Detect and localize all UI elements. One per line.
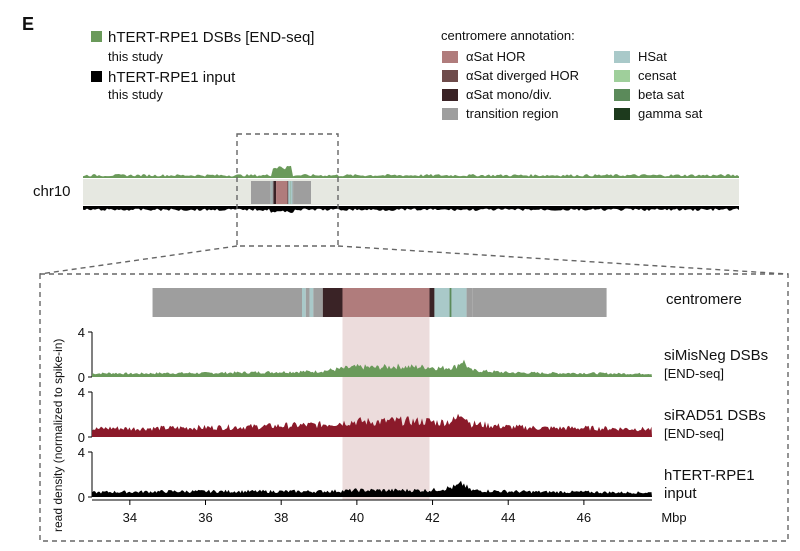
- overview-centromere-segment: [293, 181, 311, 204]
- overview-centromere-segment: [287, 181, 289, 204]
- annotation-swatch-sat-diverged-hor: [442, 70, 458, 82]
- centromere-segment-sat-mono-div: [322, 288, 343, 317]
- y-axis-label: read density (normalized to spike-in): [51, 339, 65, 532]
- centromere-segment-transition-region: [466, 288, 473, 317]
- centromere-segment-sat-hor: [342, 288, 430, 317]
- legend-label-dsbs: hTERT-RPE1 DSBs [END-seq]: [108, 29, 314, 46]
- x-tick-label: 38: [274, 510, 288, 525]
- x-tick-label: 46: [577, 510, 591, 525]
- track-label: hTERT-RPE1: [664, 467, 755, 484]
- track-area-sirad51-dsbs: [92, 413, 652, 437]
- annotation-swatch-gamma-sat: [614, 108, 630, 120]
- chromosome-overview: chr10: [33, 133, 739, 247]
- centromere-segment-hsat: [309, 288, 314, 317]
- legend-label-input: hTERT-RPE1 input: [108, 69, 236, 86]
- legend-swatch-input: [91, 71, 102, 82]
- y-tick-label: 0: [78, 370, 85, 385]
- centromere-segment-beta-sat: [449, 288, 452, 317]
- overview-centromere-segment: [288, 181, 291, 204]
- track-legend: hTERT-RPE1 DSBs [END-seq] this study hTE…: [91, 29, 314, 102]
- annotation-swatch-sat-mono-div: [442, 89, 458, 101]
- centromere-label: centromere: [666, 291, 742, 308]
- overview-centromere-segment: [270, 181, 272, 204]
- annotation-swatch-sat-hor: [442, 51, 458, 63]
- overview-centromere-segment: [273, 181, 277, 204]
- annotation-swatch-censat: [614, 70, 630, 82]
- overview-dsb-track: [83, 165, 739, 178]
- y-tick-label: 4: [78, 325, 85, 340]
- chromosome-label: chr10: [33, 183, 71, 200]
- x-tick-label: 42: [425, 510, 439, 525]
- centromere-segment-transition-region: [305, 288, 310, 317]
- legend-sub-dsbs: this study: [108, 49, 163, 64]
- overview-centromere-segment: [290, 181, 293, 204]
- annotation-label-beta-sat: beta sat: [638, 87, 685, 102]
- overview-centromere-segment: [251, 181, 271, 204]
- x-tick-label: 40: [350, 510, 364, 525]
- annotation-swatch-beta-sat: [614, 89, 630, 101]
- centromere-segment-transition-region: [472, 288, 607, 317]
- legend-sub-input: this study: [108, 87, 163, 102]
- annotation-label-censat: censat: [638, 68, 677, 83]
- y-tick-label: 0: [78, 490, 85, 505]
- centromere-segment-hsat: [451, 288, 467, 317]
- annotation-swatch-transition-region: [442, 108, 458, 120]
- hor-highlight: [342, 288, 430, 500]
- overview-centromere-segment: [271, 181, 273, 204]
- x-tick-label: 34: [123, 510, 137, 525]
- zoom-connector-right: [337, 245, 789, 275]
- annotation-swatch-hsat: [614, 51, 630, 63]
- annotation-label-sat-hor: αSat HOR: [466, 49, 526, 64]
- y-tick-label: 4: [78, 445, 85, 460]
- centromere-segment-hsat: [302, 288, 306, 317]
- overview-centromere-segment: [271, 181, 273, 204]
- track-sublabel: [END-seq]: [664, 426, 724, 441]
- centromere-segment-transition-region: [152, 288, 302, 317]
- legend-swatch-dsbs: [91, 31, 102, 42]
- track-sublabel: [END-seq]: [664, 366, 724, 381]
- track-sublabel: input: [664, 485, 697, 502]
- track-simisneg-dsbs: 0 4 siMisNeg DSBs [END-seq]: [78, 325, 768, 385]
- annotation-label-sat-diverged-hor: αSat diverged HOR: [466, 68, 579, 83]
- zoom-connector-left: [39, 245, 238, 275]
- centromere-segment-sat-mono-div: [429, 288, 435, 317]
- panel-label: E: [22, 14, 34, 34]
- track-label: siMisNeg DSBs: [664, 347, 768, 364]
- x-tick-label: 44: [501, 510, 515, 525]
- track-area-simisneg-dsbs: [92, 359, 652, 377]
- annotation-label-gamma-sat: gamma sat: [638, 106, 703, 121]
- centromere-segment-transition-region: [313, 288, 323, 317]
- annotation-label-sat-mono-div: αSat mono/div.: [466, 87, 552, 102]
- detail-panel-frame: [39, 273, 789, 542]
- y-tick-label: 0: [78, 430, 85, 445]
- annotation-label-transition-region: transition region: [466, 106, 559, 121]
- centromere-segment-hsat: [434, 288, 450, 317]
- track-label: siRAD51 DSBs: [664, 407, 766, 424]
- annotation-legend: centromere annotation: αSat HOR αSat dive…: [441, 28, 703, 121]
- overview-input-track: [83, 206, 739, 213]
- overview-centromere-segment: [272, 181, 274, 204]
- track-sirad51-dsbs: 0 4 siRAD51 DSBs [END-seq]: [78, 385, 766, 445]
- x-axis-unit: Mbp: [661, 510, 686, 525]
- y-tick-label: 4: [78, 385, 85, 400]
- overview-centromere-segment: [276, 181, 288, 204]
- x-tick-label: 36: [198, 510, 212, 525]
- zoom-box: [236, 133, 339, 247]
- track-area-htert-rpe1: [92, 480, 652, 497]
- annotation-title: centromere annotation:: [441, 28, 575, 43]
- chromosome-ideogram: [83, 179, 739, 205]
- overview-centromere-segment: [292, 181, 294, 204]
- annotation-label-hsat: HSat: [638, 49, 667, 64]
